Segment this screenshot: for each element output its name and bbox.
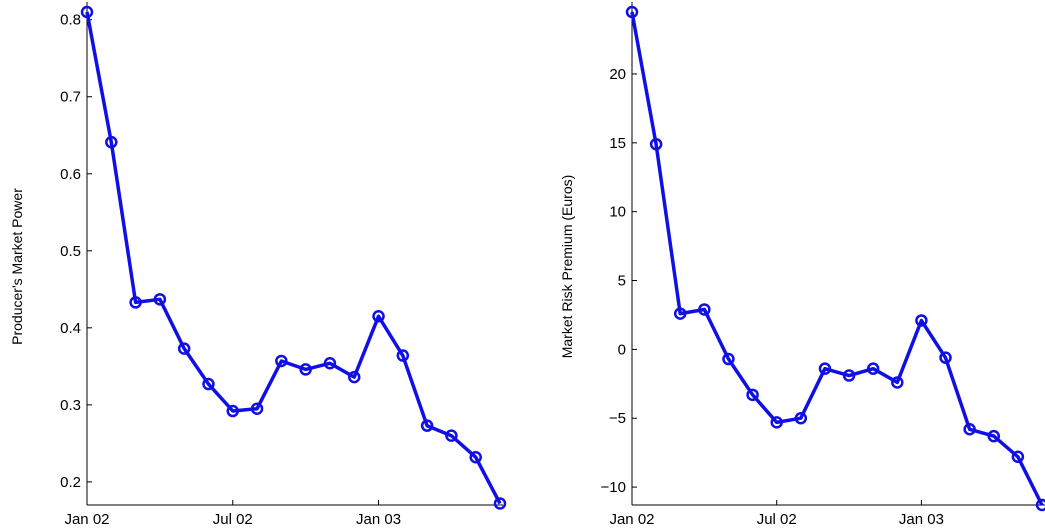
data-point-marker	[396, 349, 410, 362]
y-tick-label: 5	[618, 273, 626, 290]
data-point-marker	[80, 5, 94, 19]
data-point-marker	[746, 388, 759, 402]
data-point-marker	[445, 429, 458, 442]
x-tick-label: Jul 02	[757, 511, 797, 528]
y-tick-label: 10	[609, 204, 626, 221]
data-point-marker	[625, 5, 639, 19]
data-point-marker	[698, 303, 711, 316]
x-tick-label: Jan 02	[64, 511, 109, 528]
data-point-marker	[105, 135, 118, 149]
data-point-marker	[673, 307, 687, 320]
data-point-marker	[153, 293, 167, 306]
data-point-marker	[842, 369, 856, 382]
y-tick-label: 15	[609, 135, 626, 152]
x-tick-label: Jan 03	[356, 511, 401, 528]
data-point-marker	[963, 423, 976, 436]
series-line	[630, 11, 1044, 506]
data-point-marker	[1011, 450, 1025, 464]
data-point-marker	[299, 363, 312, 376]
y-tick-label: −5	[609, 410, 626, 427]
y-axis-label: Market Risk Premium (Euros)	[559, 175, 575, 359]
y-tick-label: 0.4	[60, 320, 81, 337]
left-chart-market-power: 0.2 0.3 0.4 0.5 0.6 0.7 0.8 Jan 02 Jul 02 Jan 03 P…	[9, 2, 507, 528]
data-point-marker	[493, 497, 507, 510]
data-point-marker	[372, 310, 385, 323]
data-point-marker	[202, 377, 215, 391]
x-tick-label: Jan 03	[899, 511, 944, 528]
data-point-marker	[250, 402, 264, 415]
data-point-marker	[1035, 498, 1045, 512]
data-point-marker	[891, 376, 904, 389]
data-point-marker	[722, 352, 735, 366]
y-tick-label: 0.6	[60, 166, 81, 183]
data-point-marker	[129, 296, 142, 309]
data-point-marker	[469, 450, 482, 464]
data-point-marker	[323, 357, 337, 370]
y-tick-label: 0.3	[60, 397, 81, 414]
data-point-marker	[939, 351, 952, 364]
y-tick-label: 0.8	[60, 12, 81, 29]
data-point-marker	[226, 404, 240, 418]
y-tick-label: 0.2	[60, 474, 81, 491]
y-axis-label: Producer's Market Power	[9, 188, 25, 345]
data-point-marker	[275, 354, 288, 368]
data-point-marker	[818, 362, 832, 375]
y-tick-label: 20	[609, 66, 626, 83]
right-chart-risk-premium: −10 −5 0 5 10 15 20 Jan 02 Jul 02 Jan 03 Market Ri…	[559, 2, 1045, 528]
y-tick-label: 0.5	[60, 243, 81, 260]
data-point-marker	[420, 419, 434, 432]
data-point-marker	[866, 362, 880, 375]
data-point-marker	[794, 411, 808, 425]
data-point-marker	[915, 314, 928, 327]
data-point-marker	[770, 416, 783, 429]
x-tick-label: Jan 02	[609, 511, 654, 528]
x-tick-label: Jul 02	[213, 511, 253, 528]
y-tick-label: 0.7	[60, 89, 81, 106]
data-point-marker	[987, 429, 1001, 443]
data-point-marker	[649, 137, 663, 151]
y-tick-label: 0	[618, 341, 626, 358]
data-point-marker	[347, 370, 361, 384]
y-tick-label: −10	[601, 479, 626, 496]
series-line	[85, 11, 502, 505]
data-point-marker	[177, 342, 191, 355]
